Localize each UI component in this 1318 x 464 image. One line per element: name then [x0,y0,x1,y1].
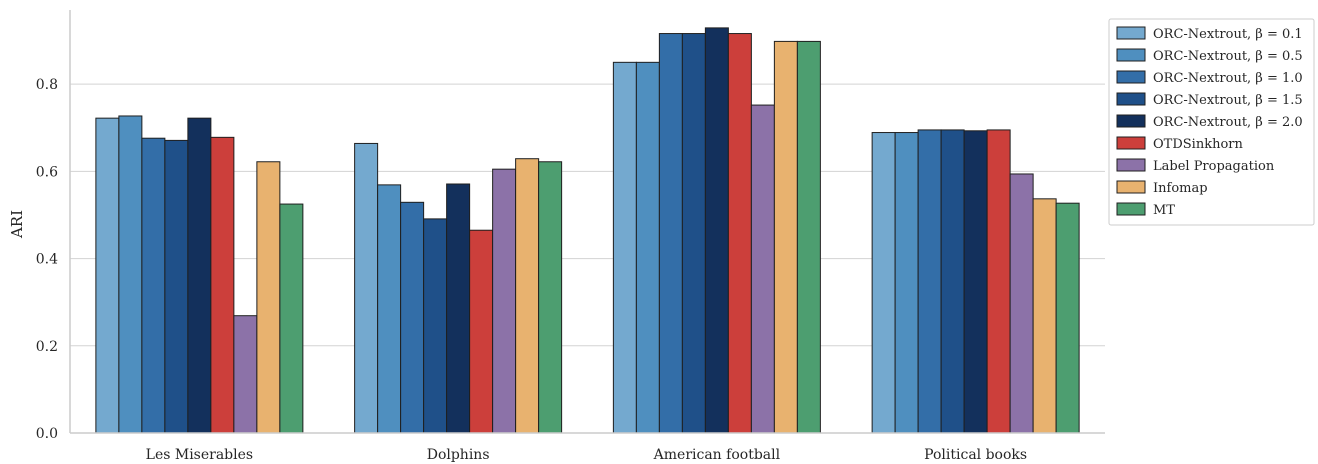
bar [986,129,1011,434]
bar [940,129,965,434]
x-tick-label: Dolphins [427,447,490,463]
bar [750,104,775,434]
y-axis-label: ARI [8,210,26,239]
bar [446,183,471,434]
x-tick-labels: Les Miserables Dolphins American football P… [146,447,1027,463]
legend-swatch [1116,26,1146,40]
bar [796,40,821,434]
legend-swatch [1116,48,1146,62]
bar [1055,202,1080,434]
y-tick-label: 0.8 [36,77,58,93]
bar [233,315,258,434]
x-tick-label: American football [653,447,781,463]
legend: ORC-Nextrout, β = 0.1 ORC-Nextrout, β = 0… [1108,18,1315,226]
bar [141,137,166,434]
bar [118,115,143,434]
legend-swatch [1116,92,1146,106]
bar [377,184,402,434]
bars [95,27,1080,434]
bar [354,142,379,434]
y-tick-label: 0.6 [36,164,58,180]
bar [515,158,540,434]
bar [400,201,425,434]
legend-entry: ORC-Nextrout, β = 0.1 [1153,27,1303,42]
legend-swatch [1116,180,1146,194]
legend-swatch [1116,158,1146,172]
x-tick-label: Les Miserables [146,447,253,463]
bar [917,129,942,434]
bar [256,161,281,434]
bar [210,136,235,434]
legend-entry: MT [1153,203,1175,218]
bar [492,168,517,434]
bar [871,132,896,434]
y-tick-label: 0.4 [36,252,58,268]
legend-swatch [1116,70,1146,84]
legend-entry: ORC-Nextrout, β = 1.0 [1153,71,1303,86]
bar [95,117,120,434]
bar [773,40,798,434]
bar [612,61,637,434]
legend-swatch [1116,114,1146,128]
bar [164,139,189,434]
y-tick-label: 0.0 [36,426,58,442]
legend-frame [1108,18,1315,226]
legend-entry: Infomap [1153,181,1208,196]
bar [279,203,304,434]
bar [469,229,494,434]
legend-swatch [1116,202,1146,216]
bar [1009,173,1034,434]
legend-entry: ORC-Nextrout, β = 2.0 [1153,115,1303,130]
y-tick-labels: 0.0 0.2 0.4 0.6 0.8 [36,77,58,442]
bar [538,161,563,434]
bar [423,218,448,434]
legend-entry: ORC-Nextrout, β = 0.5 [1153,49,1303,64]
y-tick-label: 0.2 [36,339,58,355]
bar [704,27,729,434]
axes [69,10,1105,434]
legend-entry: ORC-Nextrout, β = 1.5 [1153,93,1303,108]
bar [1032,198,1057,434]
legend-entry: Label Propagation [1153,159,1275,174]
bar [635,61,660,434]
bar [894,132,919,434]
bar [187,117,212,434]
legend-entry: OTDSinkhorn [1153,137,1243,152]
bar [727,33,752,434]
legend-swatch [1116,136,1146,150]
x-tick-label: Political books [924,447,1027,463]
bar [963,130,988,434]
bar [681,33,706,434]
bar [658,33,683,434]
